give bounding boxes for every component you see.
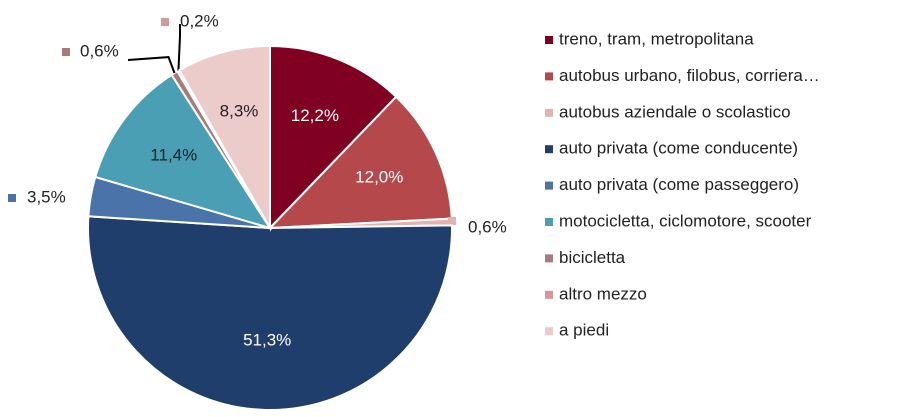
legend-swatch xyxy=(545,36,553,44)
legend-swatch xyxy=(545,218,553,226)
pie-slice xyxy=(94,73,273,230)
pie-slice xyxy=(87,215,453,411)
legend-swatch xyxy=(545,290,553,299)
label-marker xyxy=(8,194,16,202)
pie-slice xyxy=(178,44,271,232)
data-label: 12,2% xyxy=(291,106,339,125)
data-label: 51,3% xyxy=(243,330,291,349)
data-label: 12,0% xyxy=(355,168,403,187)
legend-swatch xyxy=(545,72,553,81)
legend-swatch xyxy=(545,181,553,190)
data-label: 11,4% xyxy=(150,146,197,165)
label-marker xyxy=(161,18,169,26)
legend-swatch xyxy=(545,145,553,154)
label-marker xyxy=(62,48,70,56)
legend-swatch xyxy=(545,108,553,117)
legend-label: autobus aziendale o scolastico xyxy=(559,102,791,121)
data-label: 3,5% xyxy=(27,187,66,206)
pie-slice xyxy=(269,44,398,231)
label-marker xyxy=(448,217,456,225)
legend-label: treno, tram, metropolitana xyxy=(559,29,754,48)
data-label: 8,3% xyxy=(220,101,259,120)
pie-slice xyxy=(267,95,453,230)
legend-label: a piedi xyxy=(559,321,609,340)
legend-label: altro mezzo xyxy=(559,284,647,303)
data-label: 0,6% xyxy=(80,41,119,60)
data-label: 0,6% xyxy=(468,217,507,236)
legend-swatch xyxy=(545,327,553,336)
legend-swatch xyxy=(545,254,553,263)
legend-label: auto privata (come conducente) xyxy=(559,139,798,158)
legend-label: auto privata (come passeggero) xyxy=(559,175,799,194)
legend-label: motocicletta, ciclomotore, scooter xyxy=(559,211,812,230)
legend-label: autobus urbano, filobus, corriera… xyxy=(559,66,820,85)
legend-label: bicicletta xyxy=(559,248,626,267)
leader-line xyxy=(127,56,176,74)
data-label: 0,2% xyxy=(180,11,219,30)
leader-line xyxy=(177,24,181,71)
